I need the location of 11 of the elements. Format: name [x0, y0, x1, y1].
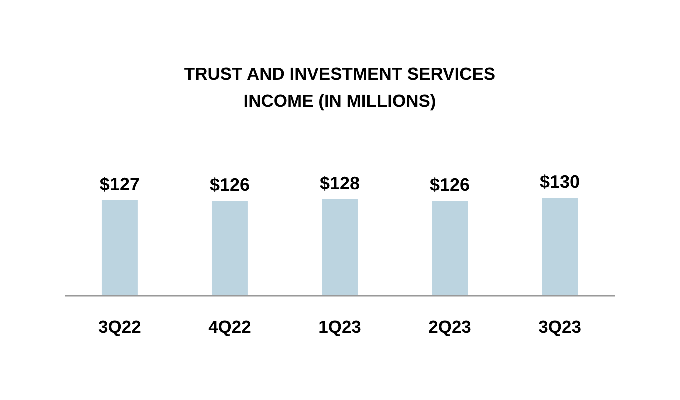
- x-tick-label: 3Q23: [538, 317, 582, 337]
- data-label: $126: [430, 175, 470, 196]
- x-tick-label: 4Q22: [208, 317, 252, 337]
- x-tick-label: 2Q23: [428, 317, 472, 337]
- x-tick-label: 3Q22: [98, 317, 142, 337]
- chart-title: TRUST AND INVESTMENT SERVICES INCOME (IN MILLIONS): [184, 64, 496, 111]
- data-label: $128: [320, 174, 360, 194]
- data-label: $127: [100, 174, 140, 194]
- data-label: $130: [540, 172, 580, 192]
- x-tick-label: 1Q23: [318, 317, 362, 337]
- data-label: $126: [210, 175, 250, 196]
